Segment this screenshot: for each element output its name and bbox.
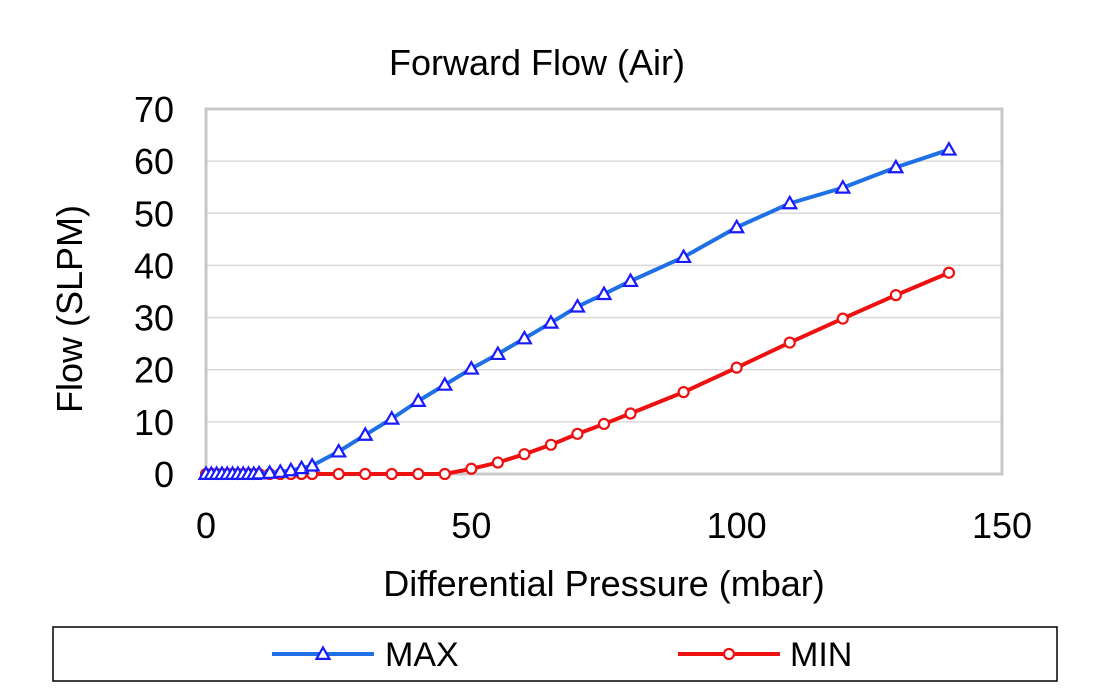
data-point-max <box>271 463 289 478</box>
y-tick-label: 0 <box>154 454 174 495</box>
y-tick-label: 30 <box>134 298 174 339</box>
data-point-max <box>436 376 454 391</box>
data-point-max <box>887 158 905 174</box>
data-point-min <box>730 361 743 374</box>
data-point-max <box>622 272 639 288</box>
data-point-min <box>332 467 345 481</box>
x-tick-label: 100 <box>707 505 767 546</box>
legend-label: MAX <box>385 636 459 674</box>
y-tick-label: 50 <box>134 193 174 234</box>
data-point-min <box>518 448 531 461</box>
data-point-min <box>783 336 796 349</box>
data-point-max <box>675 248 692 264</box>
data-point-max <box>383 410 401 425</box>
y-tick-label: 20 <box>134 350 174 391</box>
legend-item-max: MAX <box>272 636 459 674</box>
y-tick-label: 40 <box>134 245 174 286</box>
legend: MAX MIN <box>52 626 1058 682</box>
plot-area-frame <box>204 107 1004 476</box>
data-point-max <box>250 464 268 480</box>
data-point-max <box>314 645 332 660</box>
data-point-min <box>412 467 425 481</box>
legend-label: MIN <box>790 636 852 674</box>
data-point-max <box>569 297 586 313</box>
data-point-max <box>261 464 279 479</box>
data-point-max <box>542 314 560 329</box>
legend-box <box>52 626 1058 682</box>
data-point-min <box>438 467 451 481</box>
data-point-max <box>728 218 746 234</box>
data-point-min <box>465 462 478 475</box>
data-point-min <box>544 438 558 451</box>
series-layer <box>197 140 958 481</box>
data-point-max <box>282 461 300 477</box>
data-point-min <box>624 407 637 420</box>
y-axis-label: Flow (SLPM) <box>49 205 90 413</box>
data-point-min <box>942 266 956 279</box>
x-axis-ticks: 0 50 100 150 <box>196 505 1032 546</box>
y-tick-label: 60 <box>134 141 174 182</box>
data-point-min <box>597 417 611 431</box>
data-point-min <box>677 386 690 399</box>
data-point-max <box>781 194 799 210</box>
y-tick-label: 10 <box>134 402 174 443</box>
data-point-max <box>834 179 852 194</box>
data-point-max <box>595 285 613 301</box>
x-tick-label: 50 <box>451 505 491 546</box>
data-point-min <box>571 427 584 440</box>
x-tick-label: 0 <box>196 505 216 546</box>
x-tick-label: 150 <box>972 505 1032 546</box>
y-axis-ticks: 0 10 20 30 40 50 60 70 <box>134 89 174 495</box>
data-point-max <box>409 392 427 407</box>
x-axis-label: Differential Pressure (mbar) <box>383 563 824 604</box>
data-point-min <box>359 467 372 481</box>
data-point-max <box>330 442 348 458</box>
data-point-min <box>385 467 398 481</box>
chart-title: Forward Flow (Air) <box>389 42 685 83</box>
data-point-max <box>462 359 480 375</box>
data-point-min <box>889 289 902 302</box>
data-point-max <box>516 329 533 345</box>
legend-item-min: MIN <box>678 636 852 674</box>
data-point-max <box>303 456 321 472</box>
series-max <box>197 140 958 480</box>
data-point-max <box>356 426 374 441</box>
data-point-min <box>491 456 504 469</box>
data-point-min <box>836 312 849 325</box>
legend-items: MAX MIN <box>272 636 852 674</box>
data-point-max <box>489 345 507 361</box>
grid <box>206 160 1002 423</box>
y-tick-label: 70 <box>134 89 174 130</box>
data-point-max <box>940 140 958 156</box>
data-point-min <box>722 647 736 661</box>
